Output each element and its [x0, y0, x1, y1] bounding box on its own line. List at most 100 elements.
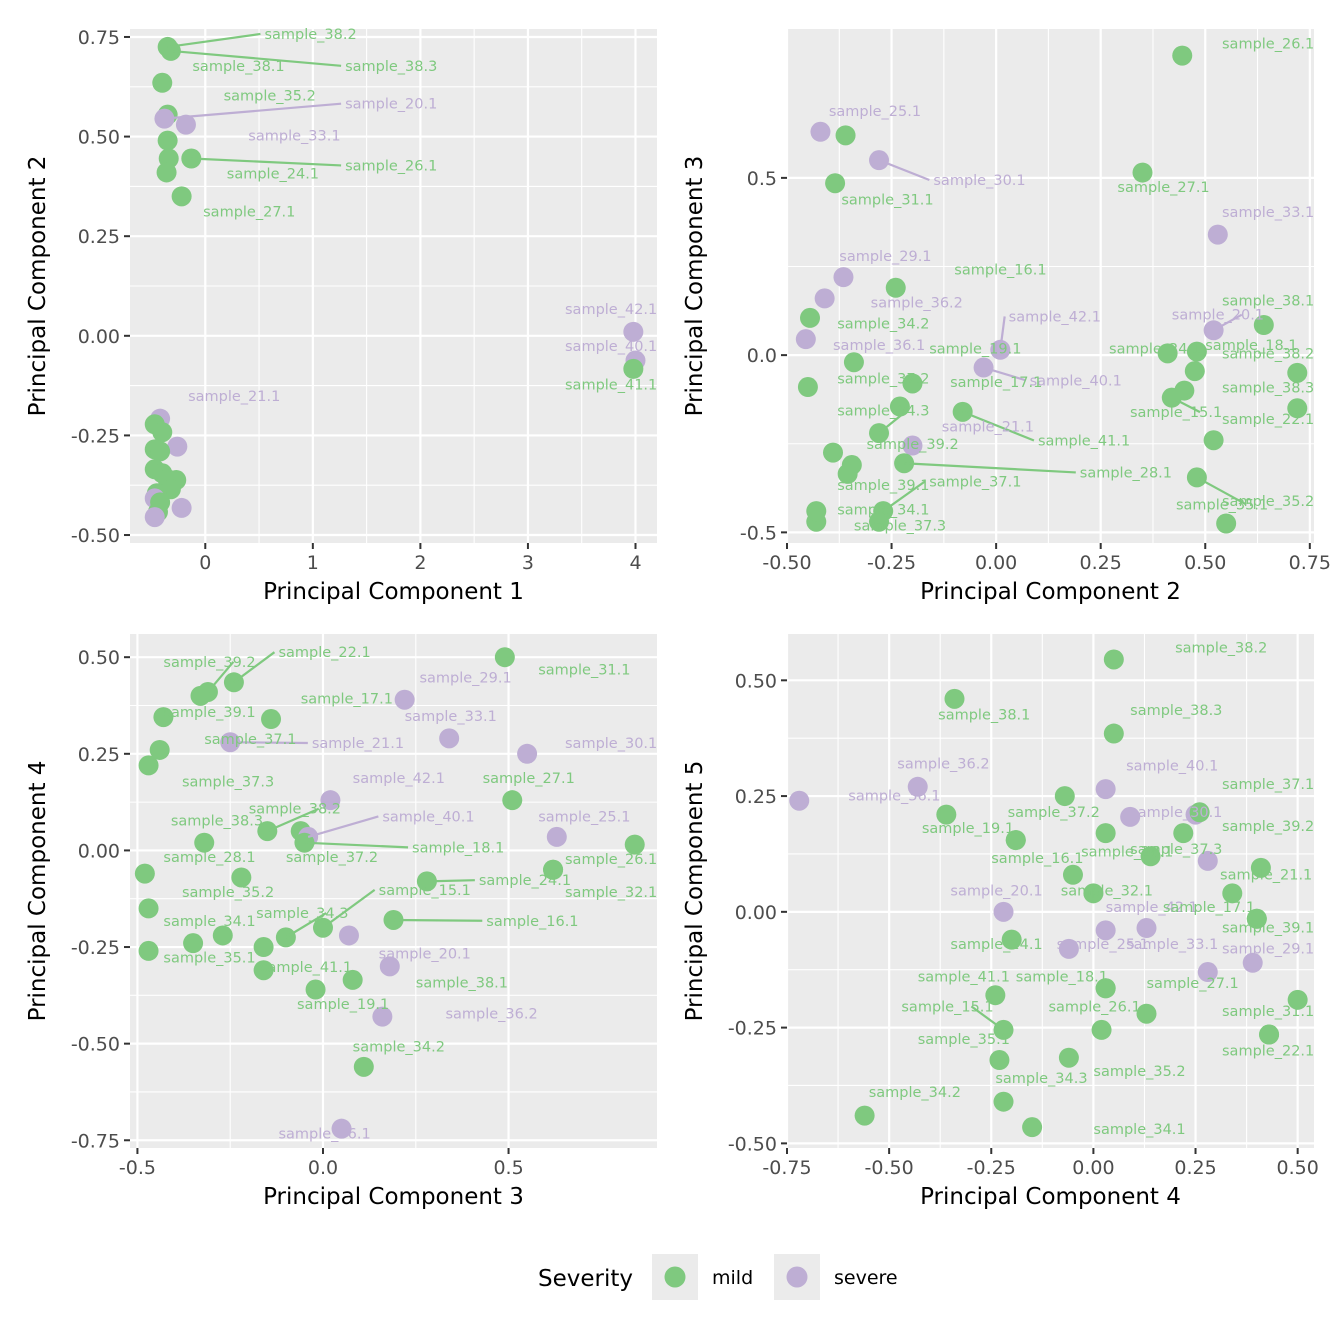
point-label: sample_22.1: [1222, 412, 1314, 428]
point-severe: [338, 925, 359, 946]
point-label: sample_24.1: [1109, 341, 1201, 357]
point-label: sample_38.2: [1175, 641, 1267, 657]
label-segment: [230, 741, 308, 745]
point-severe: [907, 776, 928, 797]
point-label: sample_37.2: [837, 371, 929, 387]
point-label: sample_41.1: [918, 969, 1010, 985]
point-label: sample_22.1: [1222, 1043, 1314, 1059]
panel-background: [130, 634, 657, 1148]
point-mild: [152, 422, 173, 443]
point-label: sample_25.1: [829, 104, 921, 120]
label-segment: [970, 1005, 1005, 1031]
point-severe: [1197, 850, 1218, 871]
point-label: sample_34.1: [163, 914, 255, 930]
point-mild: [1140, 846, 1161, 867]
x-tick-label: 1: [307, 552, 319, 574]
point-mild: [843, 352, 864, 373]
point-mild: [1246, 908, 1267, 929]
point-mild: [869, 511, 890, 532]
y-tick-label: 0.75: [78, 27, 120, 49]
point-severe: [789, 790, 810, 811]
point-label: sample_20.1: [379, 947, 471, 963]
point-label: sample_41.1: [565, 378, 657, 394]
point-mild: [936, 804, 957, 825]
point-mild: [502, 790, 523, 811]
point-label: sample_18.1: [412, 840, 504, 856]
point-label: sample_20.1: [1172, 308, 1264, 324]
point-label: sample_31.1: [538, 663, 630, 679]
point-severe: [814, 288, 835, 309]
label-segment: [962, 410, 1035, 442]
point-mild: [134, 863, 155, 884]
label-segment: [1171, 396, 1201, 414]
label-segment: [233, 651, 276, 684]
point-label: sample_18.1: [1205, 338, 1297, 354]
y-tick-label: 0.0: [747, 345, 777, 367]
point-mild: [152, 72, 173, 93]
point-label: sample_35.2: [1093, 1064, 1185, 1080]
y-axis-title: Principal Component 3: [682, 156, 708, 417]
point-label: sample_37.2: [286, 850, 378, 866]
y-tick-label: 0.25: [78, 744, 120, 766]
point-severe: [1095, 920, 1116, 941]
point-mild: [253, 937, 274, 958]
x-tick-label: -0.5: [119, 1157, 156, 1179]
x-tick-label: 0.25: [1174, 1157, 1216, 1179]
point-label: sample_41.1: [1038, 434, 1130, 450]
point-label: sample_19.1: [929, 341, 1021, 357]
point-label: sample_39.1: [163, 705, 255, 721]
legend-dot-severe: [786, 1266, 808, 1288]
y-tick-label: -0.25: [71, 937, 120, 959]
point-label: sample_40.1: [1030, 373, 1122, 389]
point-label: sample_37.2: [1008, 805, 1100, 821]
x-tick-label: 0.00: [975, 552, 1017, 574]
point-label: sample_35.1: [918, 1032, 1010, 1048]
label-segment: [1213, 313, 1243, 332]
point-severe: [833, 267, 854, 288]
point-mild: [1005, 830, 1026, 851]
y-axis-title: Principal Component 5: [682, 761, 708, 1022]
legend-title: Severity: [538, 1266, 633, 1292]
point-mild: [1132, 162, 1153, 183]
x-tick-label: 0.25: [1080, 552, 1122, 574]
point-label: sample_24.1: [950, 937, 1042, 953]
point-label: sample_39.1: [1222, 921, 1314, 937]
label-segment: [878, 409, 908, 434]
point-label: sample_40.1: [1126, 759, 1218, 775]
point-labels: sample_38.2 sample_38.3 sample_38.1 sample_…: [164, 27, 657, 405]
point-label: sample_36.1: [278, 1126, 370, 1142]
point-mild: [353, 1056, 374, 1077]
label-segment: [191, 157, 342, 167]
point-mild: [1259, 1024, 1280, 1045]
point-label: sample_34.3: [256, 906, 348, 922]
point-labels: sample_31.1 sample_22.1 sample_39.2 sample_…: [163, 645, 657, 1142]
x-tick-label: -0.50: [762, 552, 811, 574]
point-label: sample_38.3: [1222, 380, 1314, 396]
legend-label-mild: mild: [712, 1267, 753, 1289]
point-mild: [1189, 802, 1210, 823]
point-label: sample_21.1: [942, 419, 1034, 435]
x-tick-label: 4: [629, 552, 641, 574]
point-label: sample_26.1: [565, 852, 657, 868]
point-label: sample_38.1: [192, 59, 284, 75]
point-severe: [1207, 224, 1228, 245]
point-mild: [806, 501, 827, 522]
point-label: sample_38.3: [171, 813, 263, 829]
point-label: sample_33.1: [248, 129, 340, 145]
points: [144, 36, 646, 528]
point-mild: [993, 1091, 1014, 1112]
point-mild: [902, 373, 923, 394]
label-segment: [164, 102, 342, 120]
point-label: sample_39.1: [837, 478, 929, 494]
point-label: sample_27.1: [203, 204, 295, 220]
point-label: sample_16.1: [954, 262, 1046, 278]
point-mild: [212, 925, 233, 946]
x-tick-label: 0.50: [1277, 1157, 1319, 1179]
point-label: sample_30.1: [1130, 805, 1222, 821]
point-severe: [1058, 938, 1079, 959]
point-label: sample_26.1: [345, 158, 437, 174]
point-label: sample_37.3: [854, 519, 946, 535]
point-label: sample_27.1: [483, 771, 575, 787]
point-label: sample_36.1: [833, 338, 925, 354]
